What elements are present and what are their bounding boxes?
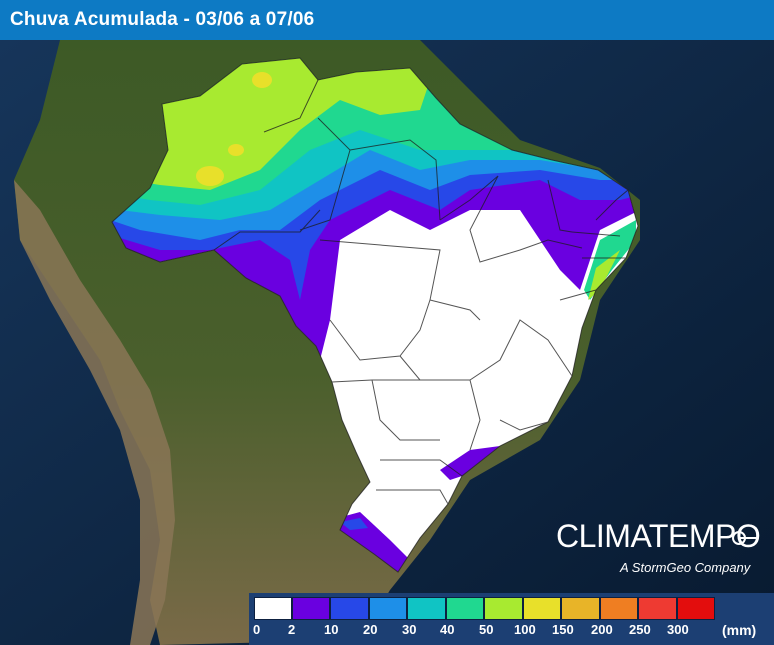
legend-label-9: 200 bbox=[591, 622, 613, 637]
andes-terrain bbox=[14, 180, 175, 645]
legend-swatch-8 bbox=[561, 597, 600, 620]
legend-swatch-5 bbox=[446, 597, 484, 620]
legend-swatch-1 bbox=[292, 597, 330, 620]
legend-swatch-2 bbox=[330, 597, 369, 620]
legend-swatch-4 bbox=[407, 597, 446, 620]
legend-label-8: 150 bbox=[552, 622, 574, 637]
logo-tagline: A StormGeo Company bbox=[620, 560, 751, 575]
legend-swatch-7 bbox=[523, 597, 561, 620]
legend-swatch-9 bbox=[600, 597, 638, 620]
logo-line-icon bbox=[739, 537, 757, 539]
map-title: Chuva Acumulada - 03/06 a 07/06 bbox=[10, 9, 315, 30]
legend-label-0: 0 bbox=[253, 622, 261, 637]
climatempo-logo: CLIMATEMPO bbox=[556, 518, 761, 554]
legend-swatch-0 bbox=[254, 597, 292, 620]
legend-swatch-11 bbox=[677, 597, 715, 620]
rainfall-map bbox=[0, 40, 774, 645]
legend-unit: (mm) bbox=[722, 622, 757, 638]
legend-label-4: 30 bbox=[402, 622, 417, 637]
legend-swatch-6 bbox=[484, 597, 523, 620]
legend-label-11: 300 bbox=[667, 622, 689, 637]
legend-swatch-10 bbox=[638, 597, 677, 620]
rainfall-legend: 0 2 10 20 30 40 50 100 150 200 250 300 bbox=[249, 593, 774, 645]
legend-label-5: 40 bbox=[440, 622, 455, 637]
legend-label-10: 250 bbox=[629, 622, 651, 637]
legend-label-2: 10 bbox=[324, 622, 339, 637]
legend-label-7: 100 bbox=[514, 622, 536, 637]
legend-label-6: 50 bbox=[479, 622, 494, 637]
title-bar: Chuva Acumulada - 03/06 a 07/06 bbox=[0, 0, 774, 41]
legend-swatch-3 bbox=[369, 597, 407, 620]
legend-label-3: 20 bbox=[363, 622, 378, 637]
state-borders bbox=[111, 57, 639, 573]
legend-label-1: 2 bbox=[288, 622, 296, 637]
